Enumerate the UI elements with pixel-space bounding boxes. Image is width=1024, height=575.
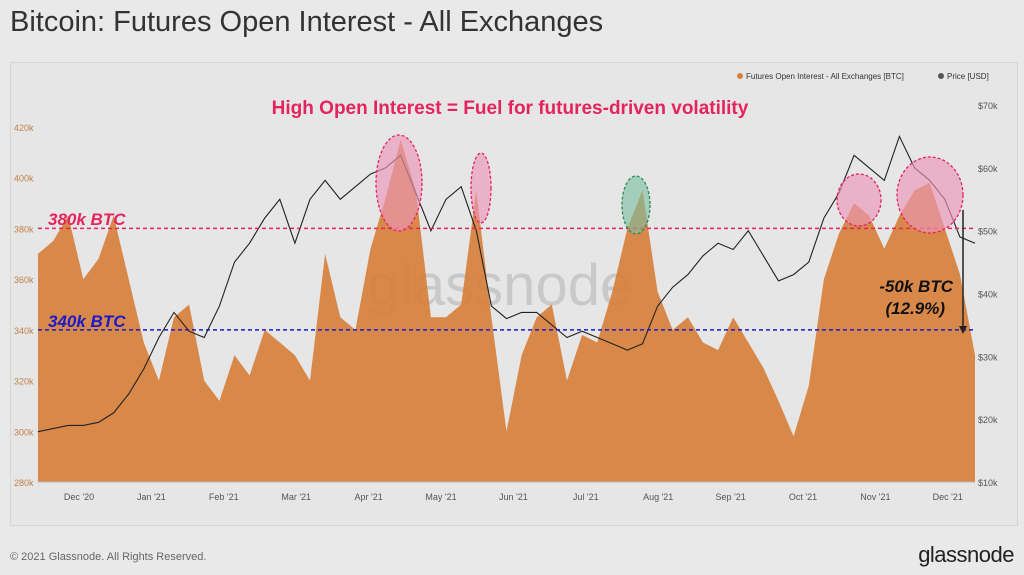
x-tick: Jun '21	[499, 492, 528, 502]
x-tick: Aug '21	[643, 492, 673, 502]
highlight-ellipse	[836, 173, 882, 227]
y-right-tick: $30k	[978, 352, 998, 362]
x-tick: Jul '21	[573, 492, 599, 502]
glassnode-logo: glassnode	[918, 542, 1014, 567]
legend-price: Price [USD]	[947, 72, 989, 81]
legend-oi-marker	[737, 73, 743, 79]
drop-pct: (12.9%)	[885, 299, 945, 318]
y-right-tick: $70k	[978, 101, 998, 111]
y-right-tick: $50k	[978, 227, 998, 237]
y-right-tick: $40k	[978, 290, 998, 300]
copyright: © 2021 Glassnode. All Rights Reserved.	[10, 551, 207, 563]
y-left-tick: 400k	[14, 174, 34, 184]
highlight-ellipse	[621, 175, 651, 235]
y-right-tick: $20k	[978, 415, 998, 425]
y-left-tick: 320k	[14, 377, 34, 387]
page-title: Bitcoin: Futures Open Interest - All Exc…	[10, 6, 604, 38]
headline: High Open Interest = Fuel for futures-dr…	[272, 98, 749, 119]
y-left-tick: 420k	[14, 123, 34, 133]
highlight-ellipse	[470, 152, 492, 224]
y-left-tick: 340k	[14, 326, 34, 336]
x-tick: Apr '21	[354, 492, 382, 502]
x-tick: Mar '21	[281, 492, 311, 502]
drop-label: -50k BTC	[879, 277, 953, 296]
oi-area	[38, 139, 975, 482]
highlight-ellipse	[375, 134, 423, 232]
y-left-tick: 300k	[14, 427, 34, 437]
x-tick: Sep '21	[715, 492, 745, 502]
x-tick: Jan '21	[137, 492, 166, 502]
y-left-tick: 380k	[14, 224, 34, 234]
highlight-ellipse	[896, 156, 964, 234]
x-tick: May '21	[425, 492, 456, 502]
label-340k: 340k BTC	[48, 312, 126, 331]
legend-price-marker	[938, 73, 944, 79]
x-tick: Oct '21	[789, 492, 817, 502]
x-tick: Feb '21	[209, 492, 239, 502]
drop-arrowhead	[959, 326, 967, 334]
legend-oi: Futures Open Interest - All Exchanges [B…	[746, 72, 904, 81]
y-left-tick: 280k	[14, 478, 34, 488]
y-left-tick: 360k	[14, 275, 34, 285]
x-tick: Nov '21	[860, 492, 890, 502]
y-right-tick: $60k	[978, 164, 998, 174]
x-tick: Dec '21	[933, 492, 963, 502]
y-right-tick: $10k	[978, 478, 998, 488]
x-tick: Dec '20	[64, 492, 94, 502]
label-380k: 380k BTC	[48, 210, 126, 229]
